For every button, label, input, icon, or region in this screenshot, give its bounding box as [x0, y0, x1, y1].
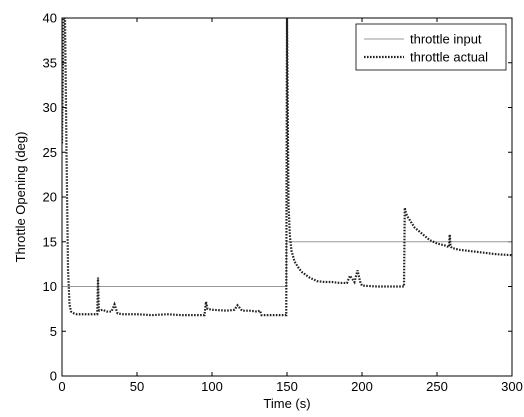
y-tick-label: 15	[43, 234, 57, 249]
y-tick-label: 35	[43, 55, 57, 70]
x-tick-label: 300	[501, 379, 523, 394]
legend-label-throttle-actual: throttle actual	[410, 50, 488, 65]
x-tick-label: 0	[58, 379, 65, 394]
x-tick-label: 250	[426, 379, 448, 394]
y-tick-label: 10	[43, 279, 57, 294]
series-line-throttle-actual	[62, 18, 512, 317]
x-tick-label: 100	[201, 379, 223, 394]
y-axis-title: Throttle Opening (deg)	[13, 132, 28, 263]
legend-label-throttle-input: throttle input	[410, 32, 482, 47]
x-tick-label: 50	[130, 379, 144, 394]
legend: throttle input throttle actual	[355, 23, 507, 71]
y-tick-label: 30	[43, 100, 57, 115]
y-tick-label: 40	[43, 11, 57, 26]
ticks-layer: 0 50 100 150 200 250 300 0 5 10 15 20 25 30 35 40	[43, 11, 523, 395]
x-tick-label: 200	[351, 379, 373, 394]
y-tick-label: 5	[50, 324, 57, 339]
series-layer	[62, 18, 512, 317]
legend-box	[355, 23, 507, 71]
y-tick-label: 20	[43, 190, 57, 205]
y-tick-label: 25	[43, 145, 57, 160]
x-axis-title: Time (s)	[263, 396, 310, 411]
y-tick-label: 0	[50, 369, 57, 384]
x-tick-label: 150	[276, 379, 298, 394]
plot-area-frame	[61, 17, 513, 377]
